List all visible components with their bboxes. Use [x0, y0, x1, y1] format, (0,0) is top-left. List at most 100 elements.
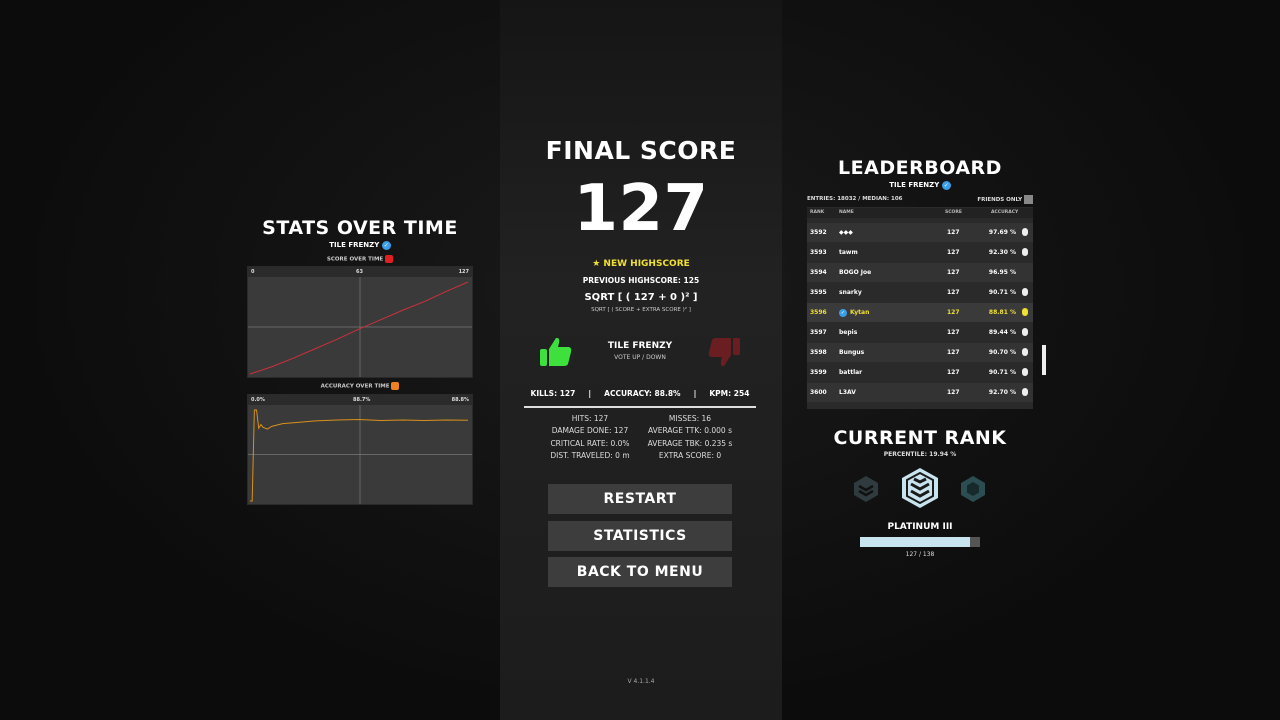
- verified-icon: ✓: [941, 181, 951, 190]
- tick-label: 0: [251, 269, 255, 275]
- friends-only-checkbox[interactable]: [1024, 195, 1033, 204]
- right-stats: MISSES: 16 AVERAGE TTK: 0.000 s AVERAGE TB…: [630, 413, 750, 462]
- version-label: V 4.1.1.4: [627, 678, 655, 685]
- accuracy-cell: 88.81 %: [988, 309, 1016, 316]
- tick-label: 127: [458, 269, 469, 275]
- rank-cell: 3596: [810, 309, 827, 316]
- rank-cell: 3600: [810, 389, 827, 396]
- score-cell: 127: [947, 349, 960, 356]
- verified-icon: ✓: [839, 308, 847, 317]
- score-cell: 127: [947, 369, 960, 376]
- friends-only-label: FRIENDS ONLY: [977, 197, 1023, 203]
- leaderboard-mode: TILE FRENZY ✓: [807, 181, 1033, 190]
- score-cell: 127: [947, 329, 960, 336]
- stats-title: STATS OVER TIME: [262, 217, 458, 239]
- table-row[interactable]: 3599 battlar 127 90.71 %: [807, 363, 1033, 382]
- leaderboard-scrollbar[interactable]: [1042, 345, 1046, 375]
- score-cell: 127: [947, 269, 960, 276]
- accuracy-cell: 90.70 %: [988, 349, 1016, 356]
- legend-label: SCORE OVER TIME: [326, 256, 384, 263]
- tick-label: 63: [356, 269, 363, 275]
- series-line: [249, 281, 469, 375]
- mouse-icon: [1022, 348, 1028, 356]
- critical-rate-stat: CRITICAL RATE: 0.0%: [550, 438, 630, 448]
- back-to-menu-button[interactable]: BACK TO MENU: [548, 557, 732, 587]
- score-cell: 127: [947, 249, 960, 256]
- final-score-title: FINAL SCORE: [545, 136, 737, 165]
- accuracy-cell: 92.30 %: [988, 249, 1016, 256]
- mouse-icon: [1022, 248, 1028, 256]
- table-row[interactable]: 3594 BOGO Joe 127 96.95 %: [807, 263, 1033, 282]
- ttk-stat: AVERAGE TTK: 0.000 s: [648, 426, 732, 436]
- highscore-label: NEW HIGHSCORE: [603, 259, 690, 269]
- statistics-button[interactable]: STATISTICS: [548, 521, 732, 551]
- tick-label: 0.0%: [251, 397, 265, 403]
- rank-cell: 3594: [810, 269, 827, 276]
- accuracy-plot: [248, 405, 472, 504]
- mouse-icon: [1022, 228, 1028, 236]
- name-cell: L3AV: [839, 389, 856, 396]
- name-cell: battlar: [839, 369, 863, 376]
- name-cell: Kytan: [850, 309, 870, 316]
- friends-only-toggle[interactable]: FRIENDS ONLY: [960, 195, 1033, 204]
- table-row[interactable]: 3592 ◆◆◆ 127 97.69 %: [807, 223, 1033, 242]
- table-row[interactable]: 3598 Bungus 127 90.70 %: [807, 343, 1033, 362]
- mouse-icon: [1022, 388, 1028, 396]
- final-score-value: 127: [573, 172, 709, 246]
- table-row[interactable]: 3596 ✓ Kytan 127 88.81 %: [807, 303, 1033, 322]
- score-plot: [248, 277, 472, 377]
- legend-swatch: [391, 382, 400, 390]
- header-score: SCORE: [945, 210, 962, 215]
- entries-label: ENTRIES: 18032 / MEDIAN: 106: [807, 196, 903, 202]
- restart-button[interactable]: RESTART: [548, 484, 732, 514]
- kills-stat: KILLS: 127: [530, 389, 576, 398]
- leaderboard-title: LEADERBOARD: [838, 157, 1002, 179]
- name-cell: ◆◆◆: [839, 229, 853, 236]
- score-cell: 127: [947, 389, 960, 396]
- mode-name: TILE FRENZY: [607, 341, 673, 351]
- divider: |: [693, 389, 697, 398]
- score-formula-legend: SQRT [ ( SCORE + EXTRA SCORE )² ]: [591, 307, 691, 313]
- stats-mode: TILE FRENZY ✓: [247, 241, 473, 250]
- name-cell: bepis: [839, 329, 858, 336]
- divider: |: [588, 389, 592, 398]
- summary-stats: KILLS: 127 | ACCURACY: 88.8% | KPM: 254: [524, 389, 756, 398]
- table-row[interactable]: 3595 snarky 127 90.71 %: [807, 283, 1033, 302]
- damage-stat: DAMAGE DONE: 127: [551, 426, 629, 436]
- thumbs-down-icon[interactable]: [706, 336, 742, 370]
- accuracy-cell: 97.69 %: [988, 229, 1016, 236]
- distance-stat: DIST. TRAVELED: 0 m: [550, 450, 630, 460]
- name-cell: Bungus: [839, 349, 865, 356]
- tbk-stat: AVERAGE TBK: 0.235 s: [647, 438, 733, 448]
- rank-cell: 3599: [810, 369, 827, 376]
- new-highscore: ★ NEW HIGHSCORE: [500, 259, 782, 269]
- rank-progress-fill: [860, 537, 971, 547]
- mouse-icon: [1022, 288, 1028, 296]
- rank-progress-label: 127 / 138: [905, 551, 935, 558]
- kpm-stat: KPM: 254: [709, 389, 750, 398]
- previous-highscore: PREVIOUS HIGHSCORE: 125: [582, 276, 700, 285]
- score-chart-legend: SCORE OVER TIME: [247, 255, 473, 263]
- accuracy-cell: 90.71 %: [988, 289, 1016, 296]
- platinum-rank-icon: [899, 467, 941, 513]
- misses-stat: MISSES: 16: [668, 414, 712, 423]
- name-cell: BOGO Joe: [839, 269, 872, 276]
- thumbs-up-icon[interactable]: [538, 335, 574, 369]
- table-row[interactable]: 3593 tawm 127 92.30 %: [807, 243, 1033, 262]
- header-rank: RANK: [810, 210, 825, 215]
- table-header: RANK NAME SCORE ACCURACY: [807, 208, 1033, 218]
- star-icon: ★: [592, 259, 601, 269]
- table-row[interactable]: 3600 L3AV 127 92.70 %: [807, 383, 1033, 402]
- rank-progress-bar: [860, 537, 980, 547]
- accuracy-stat: ACCURACY: 88.8%: [604, 389, 681, 398]
- tick-label: 88.7%: [353, 397, 371, 403]
- mode-label: TILE FRENZY: [889, 181, 940, 189]
- legend-swatch: [385, 255, 394, 263]
- accuracy-cell: 96.95 %: [988, 269, 1016, 276]
- table-row[interactable]: 3597 bepis 127 89.44 %: [807, 323, 1033, 342]
- chart-ticks: 0 63 127: [248, 267, 472, 277]
- verified-icon: ✓: [381, 241, 391, 250]
- previous-rank-icon: [852, 475, 880, 507]
- score-cell: 127: [947, 229, 960, 236]
- name-cell: snarky: [839, 289, 862, 296]
